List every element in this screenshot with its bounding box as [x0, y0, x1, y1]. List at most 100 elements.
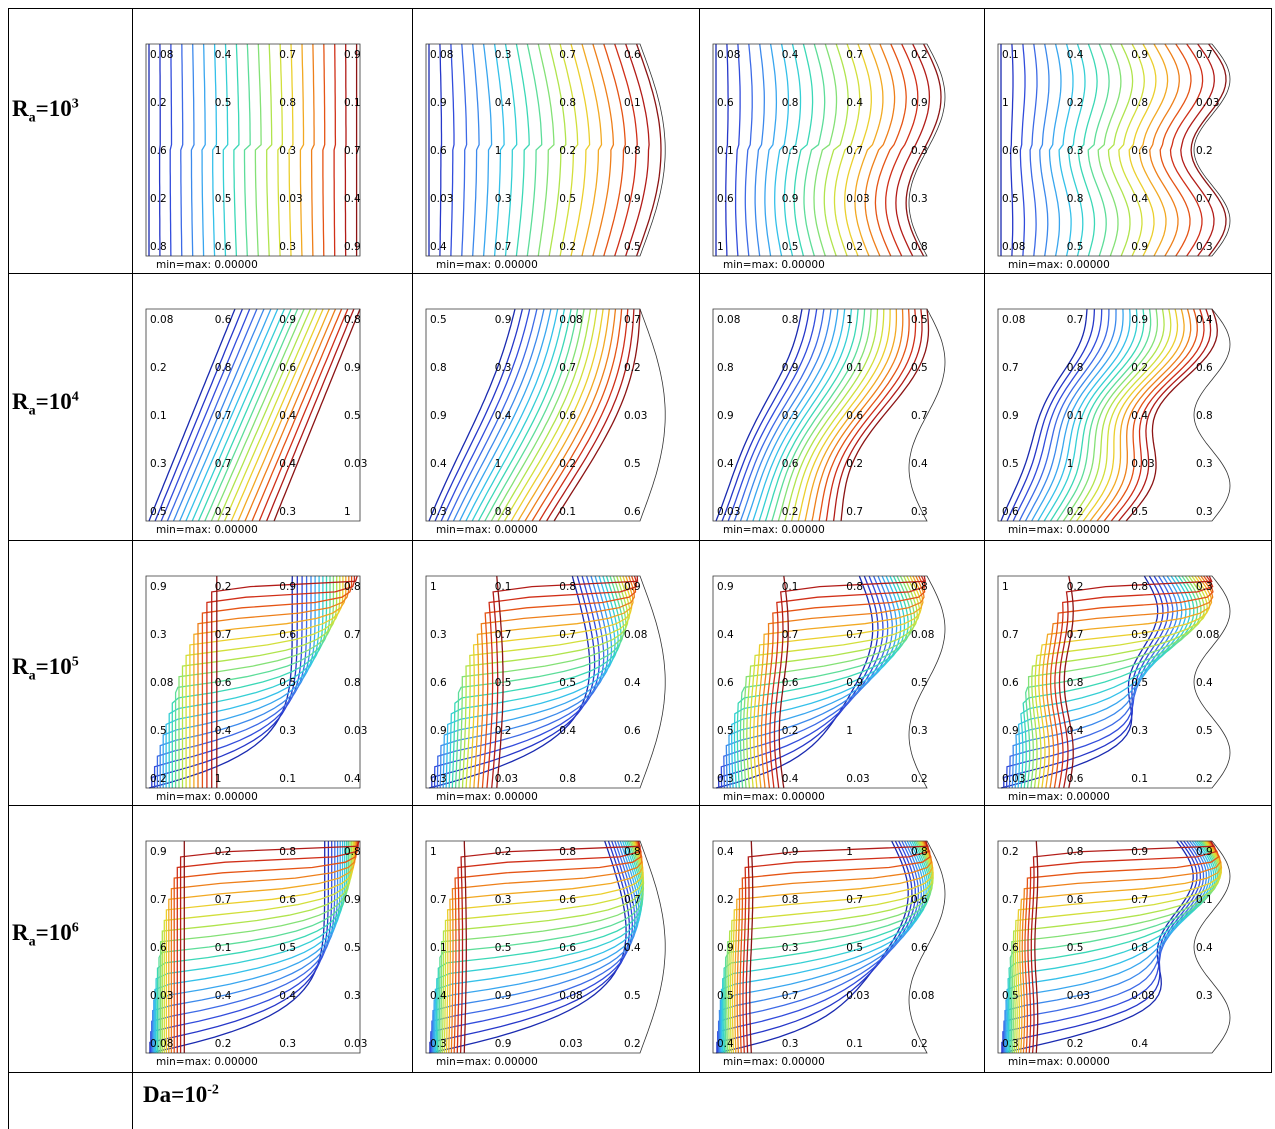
- contour-line: [504, 43, 518, 257]
- contour-line: [165, 576, 320, 788]
- contour-label: 0.2: [911, 1038, 928, 1050]
- contour-line: [1014, 840, 1222, 1054]
- contour-line: [204, 308, 299, 522]
- cavity-boundary: [997, 575, 1231, 789]
- contour-label: 0.2: [846, 458, 863, 470]
- contour-label: 0.5: [911, 677, 928, 689]
- contour-label: 0.3: [1002, 1038, 1019, 1050]
- contour-line: [739, 840, 931, 1054]
- contour-line: [1000, 840, 1194, 1054]
- contour-label: 0.03: [430, 193, 453, 205]
- minmax-readout: min=max: 0.00000: [1008, 791, 1110, 803]
- contour-label: 0.5: [215, 97, 232, 109]
- contour-label: 0.9: [150, 846, 167, 858]
- contour-label: 0.6: [279, 894, 296, 906]
- contour-line: [1037, 308, 1131, 522]
- contour-line: [1016, 840, 1223, 1054]
- contour-label: 0.08: [624, 629, 647, 641]
- contour-label: 0.5: [717, 725, 734, 737]
- contour-line: [180, 43, 184, 257]
- contour-line: [793, 43, 814, 257]
- cavity-boundary: [997, 308, 1231, 522]
- contour-line: [1021, 840, 1221, 1054]
- minmax-readout: min=max: 0.00000: [723, 1056, 825, 1068]
- contour-label: 0.7: [344, 629, 361, 641]
- footer-label: Da=10-2: [143, 1082, 219, 1107]
- contour-line: [749, 575, 921, 789]
- contour-label: 0.3: [279, 506, 296, 518]
- contour-label: 0.3: [495, 894, 512, 906]
- contour-line: [1008, 840, 1217, 1054]
- contour-label: 0.6: [279, 629, 296, 641]
- contour-line: [895, 43, 931, 257]
- contour-label: 0.03: [1067, 990, 1090, 1002]
- contour-line: [745, 840, 928, 1054]
- contour-label: 0.5: [782, 145, 799, 157]
- contour-label: 0.7: [1067, 629, 1084, 641]
- contour-label: 0.5: [344, 410, 361, 422]
- contour-line: [1110, 308, 1205, 522]
- minmax-readout: min=max: 0.00000: [723, 259, 825, 271]
- contour-label: 0.1: [215, 942, 232, 954]
- table-rule: [8, 8, 9, 1129]
- contour-label: 0.08: [1002, 314, 1025, 326]
- contour-label: 0.4: [1131, 193, 1148, 205]
- contour-line: [156, 841, 348, 1053]
- cavity-boundary: [425, 43, 666, 257]
- contour-line: [1043, 308, 1138, 522]
- contour-label: 0.2: [1067, 506, 1084, 518]
- contour-line: [477, 308, 572, 522]
- contour-plot: 1 0.2 0.8 0.3 0.7 0.7 0.9 0.08 0.6 0.8 0.5 0.4 0.9 0.…: [997, 575, 1252, 808]
- contour-label: 0.6: [559, 942, 576, 954]
- contour-line: [1034, 840, 1039, 1054]
- contour-label: 0.4: [624, 677, 641, 689]
- contour-line: [451, 575, 622, 789]
- contour-line: [162, 576, 316, 788]
- contour-label: 1: [1067, 458, 1074, 470]
- contour-line: [299, 43, 305, 257]
- contour-label: 0.8: [782, 97, 799, 109]
- contour-line: [818, 308, 910, 522]
- contour-label: 0.8: [559, 773, 576, 785]
- contour-label: 0.7: [1131, 894, 1148, 906]
- contour-label: 0.6: [911, 942, 928, 954]
- contour-label: 0.2: [150, 773, 167, 785]
- contour-line: [176, 841, 359, 1053]
- contour-label: 0.4: [1131, 410, 1148, 422]
- contour-label: 0.9: [717, 581, 734, 593]
- contour-label: 0.7: [150, 894, 167, 906]
- contour-label: 0.2: [150, 97, 167, 109]
- contour-label: 0.2: [559, 241, 576, 253]
- contour-line: [265, 308, 355, 522]
- contour-line: [517, 308, 610, 522]
- contour-label: 0.2: [150, 193, 167, 205]
- contour-line: [151, 576, 298, 788]
- contour-label: 0.4: [279, 990, 296, 1002]
- contour-line: [1005, 840, 1210, 1054]
- contour-line: [1048, 43, 1062, 257]
- contour-line: [1039, 43, 1050, 257]
- cavity-boundary: [712, 575, 946, 789]
- contour-line: [718, 575, 879, 789]
- contour-label: 0.4: [1196, 314, 1213, 326]
- contour-line: [721, 308, 811, 522]
- contour-line: [1190, 43, 1227, 257]
- contour-label: 1: [344, 506, 351, 518]
- contour-label: 0.2: [215, 846, 232, 858]
- contour-label: 0.03: [1196, 97, 1219, 109]
- contour-line: [491, 575, 639, 789]
- contour-label: 0.2: [1067, 97, 1084, 109]
- row-label-ra: Ra=103: [12, 96, 79, 126]
- contour-line: [273, 308, 361, 522]
- contour-line: [168, 841, 356, 1053]
- contour-label: 0.9: [1131, 241, 1148, 253]
- contour-line: [333, 43, 337, 256]
- contour-label: 0.2: [911, 773, 928, 785]
- contour-label: 0.6: [717, 677, 734, 689]
- contour-line: [1128, 43, 1157, 257]
- contour-label: 0.3: [782, 1038, 799, 1050]
- contour-line: [728, 575, 898, 789]
- contour-label: 0.7: [1002, 894, 1019, 906]
- contour-plot: 1 0.1 0.8 0.9 0.3 0.7 0.7 0.08 0.6 0.5 0.5 0.4 0.9 0.…: [425, 575, 680, 808]
- contour-line: [166, 308, 258, 522]
